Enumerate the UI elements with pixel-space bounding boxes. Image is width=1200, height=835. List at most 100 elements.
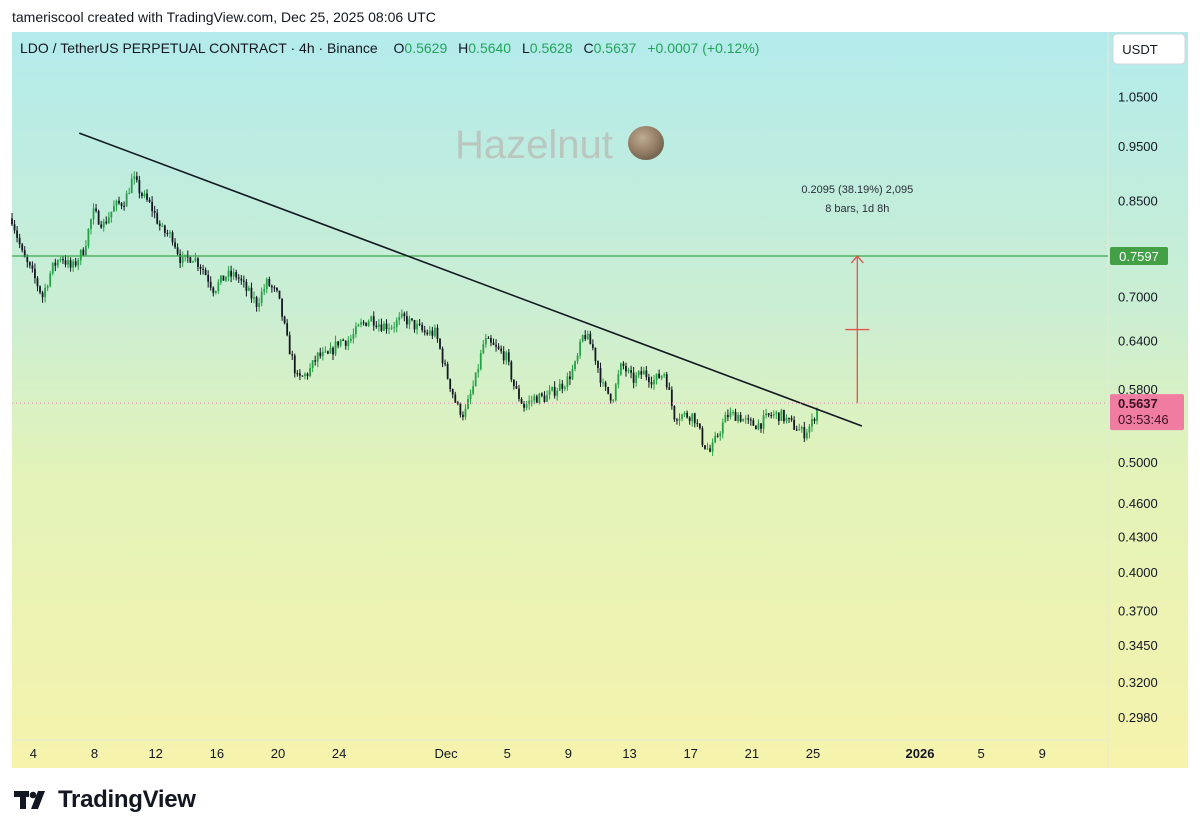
candle-body: [714, 435, 717, 443]
candle-body: [775, 412, 778, 415]
candle-body: [403, 313, 406, 317]
candle-body: [622, 363, 625, 366]
candle-body: [51, 262, 54, 274]
candle-body: [645, 370, 648, 378]
candle-body: [765, 413, 768, 416]
candle-body: [668, 387, 671, 390]
candle-body: [130, 178, 133, 194]
candle-body: [270, 285, 273, 288]
candle-body: [737, 415, 739, 421]
candle-body: [584, 335, 587, 340]
candle-body: [362, 322, 365, 324]
candle-body: [166, 232, 169, 234]
candle-body: [372, 316, 375, 326]
candle-body: [309, 368, 311, 377]
candle-body: [352, 334, 355, 339]
candle-body: [44, 287, 47, 298]
candle-body: [444, 363, 447, 365]
candle-body: [268, 279, 271, 286]
candle-body: [477, 369, 480, 373]
candle-body: [204, 269, 207, 275]
candle-body: [34, 268, 36, 279]
currency-label[interactable]: USDT: [1122, 42, 1157, 57]
candle-body: [199, 267, 202, 269]
candle-body: [770, 415, 773, 417]
tradingview-wordmark: TradingView: [58, 786, 196, 813]
price-tick-label: 0.4000: [1118, 565, 1158, 580]
candle-body: [566, 376, 569, 388]
plot-background: [12, 32, 1108, 768]
candle-body: [298, 373, 301, 376]
candle-body: [100, 224, 103, 228]
time-tick-label: 24: [332, 746, 346, 761]
candle-body: [686, 412, 689, 418]
candle-body: [760, 423, 762, 429]
candle-body: [263, 289, 266, 292]
candle-body: [141, 193, 143, 197]
candle-body: [484, 337, 487, 345]
hazelnut-icon: [628, 126, 664, 160]
candle-body: [87, 228, 90, 246]
time-tick-label: 25: [806, 746, 820, 761]
candle-body: [790, 417, 793, 420]
candle-body: [319, 352, 322, 357]
candle-body: [627, 370, 630, 372]
candle-body: [28, 262, 31, 266]
candle-body: [518, 388, 520, 399]
time-tick-label: 21: [745, 746, 759, 761]
candle-body: [673, 406, 676, 420]
ohlc-low-value: 0.5628: [530, 40, 573, 56]
candle-body: [398, 316, 401, 321]
candle-body: [637, 371, 640, 376]
candle-body: [658, 373, 661, 379]
watermark-text: Hazelnut: [455, 123, 613, 167]
candle-body: [561, 383, 564, 389]
candle-body: [688, 417, 691, 422]
candle-body: [181, 256, 184, 264]
candle-body: [602, 382, 604, 384]
candle-body: [138, 180, 141, 194]
watermark: Hazelnut: [455, 123, 664, 167]
price-tick-label: 0.4600: [1118, 496, 1158, 511]
currency-button[interactable]: USDT: [1112, 33, 1186, 65]
candle-body: [242, 280, 245, 282]
candle-body: [153, 210, 156, 213]
candle-body: [729, 412, 732, 418]
candle-body: [82, 249, 85, 256]
candle-body: [795, 429, 798, 431]
candle-body: [344, 340, 347, 346]
candle-body: [642, 370, 645, 375]
candle-body: [332, 347, 334, 355]
candle-body: [18, 237, 21, 245]
currency-button-box[interactable]: [1112, 33, 1186, 65]
candle-body: [655, 373, 658, 381]
candle-body: [337, 341, 339, 346]
time-tick-label: 5: [504, 746, 511, 761]
symbol-title: LDO / TetherUS PERPETUAL CONTRACT · 4h ·…: [20, 40, 378, 56]
candle-body: [67, 260, 69, 265]
time-tick-label: 4: [30, 746, 37, 761]
candle-body: [698, 423, 701, 429]
candle-body: [721, 422, 724, 434]
candle-body: [380, 324, 383, 331]
candle-body: [752, 420, 755, 426]
candle-body: [54, 262, 57, 266]
candle-body: [220, 275, 222, 283]
candle-body: [202, 268, 204, 270]
candle-body: [472, 386, 475, 394]
measure-label-change: 0.2095 (38.19%) 2,095: [801, 184, 913, 196]
price-tick-label: 0.3700: [1118, 604, 1158, 619]
candle-body: [385, 323, 388, 330]
candle-body: [541, 393, 543, 396]
candle-body: [21, 244, 24, 251]
trendline[interactable]: [78, 132, 863, 427]
measure-tool[interactable]: 0.2095 (38.19%) 2,095 8 bars, 1d 8h: [801, 184, 913, 404]
candle-body: [367, 321, 370, 326]
candle-body: [375, 325, 378, 327]
candle-body: [530, 400, 533, 402]
candle-body: [436, 327, 439, 339]
chart-created-by: tameriscool created with TradingView.com…: [12, 9, 436, 25]
candle-body: [265, 279, 268, 290]
candle-body: [209, 281, 212, 288]
